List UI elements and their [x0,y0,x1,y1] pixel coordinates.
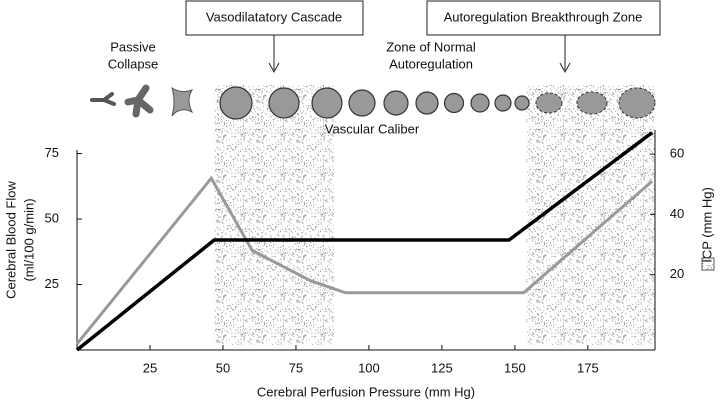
y2-tick-label: 20 [670,266,684,281]
vessel [415,91,439,115]
vessel [268,87,300,119]
x-tick-label: 75 [289,360,303,375]
x-tick-label: 125 [431,360,453,375]
vessel-dilated [576,91,608,115]
shaded-zone [214,85,334,345]
x-tick-label: 150 [504,360,526,375]
vessel [443,92,465,114]
vessel-icons [90,84,656,120]
annotation: Autoregulation [389,56,473,71]
y2-tick-label: 40 [670,206,684,221]
arrow-head [559,62,571,74]
shaded-zone [526,85,655,345]
x-tick-label: 100 [358,360,380,375]
vessel [383,90,409,116]
annotation: Collapse [108,56,159,71]
legend-swatch [701,257,715,271]
y-axis-label: (ml/100 g/min) [21,198,36,281]
series-line [75,131,654,352]
callout-box [185,0,364,36]
y-tick-label: 75 [45,145,59,160]
callout-box [426,0,661,36]
vessel [219,86,253,120]
vessel-dilated [535,92,563,114]
vessel [311,87,343,119]
vessel [348,89,376,117]
vessel-collapsed [90,92,116,106]
y-tick-label: 25 [45,276,59,291]
x-tick-label: 50 [216,360,230,375]
vessel [494,94,512,112]
series-line [75,175,654,345]
vessel-dilated [618,87,656,119]
y-axis-label: Cerebral Blood Flow [3,181,18,299]
arrow-head [268,62,280,74]
x-tick-label: 25 [143,360,157,375]
annotation: Autoregulation Breakthrough Zone [444,9,643,24]
x-tick-label: 175 [577,360,599,375]
vessel-collapsed [124,84,154,118]
annotation: Vascular Caliber [325,121,420,136]
y-tick-label: 50 [45,210,59,225]
vessel [514,95,530,111]
annotation: Passive [110,39,156,54]
y2-axis-label: ICP (mm Hg) [699,187,714,263]
x-axis-label: Cerebral Perfusion Pressure (mm Hg) [257,384,475,399]
annotation: Vasodilatatory Cascade [206,9,342,24]
vessel [470,93,490,113]
annotation: Zone of Normal [386,39,476,54]
vessel-collapsed [171,86,194,117]
y2-tick-label: 60 [670,146,684,161]
